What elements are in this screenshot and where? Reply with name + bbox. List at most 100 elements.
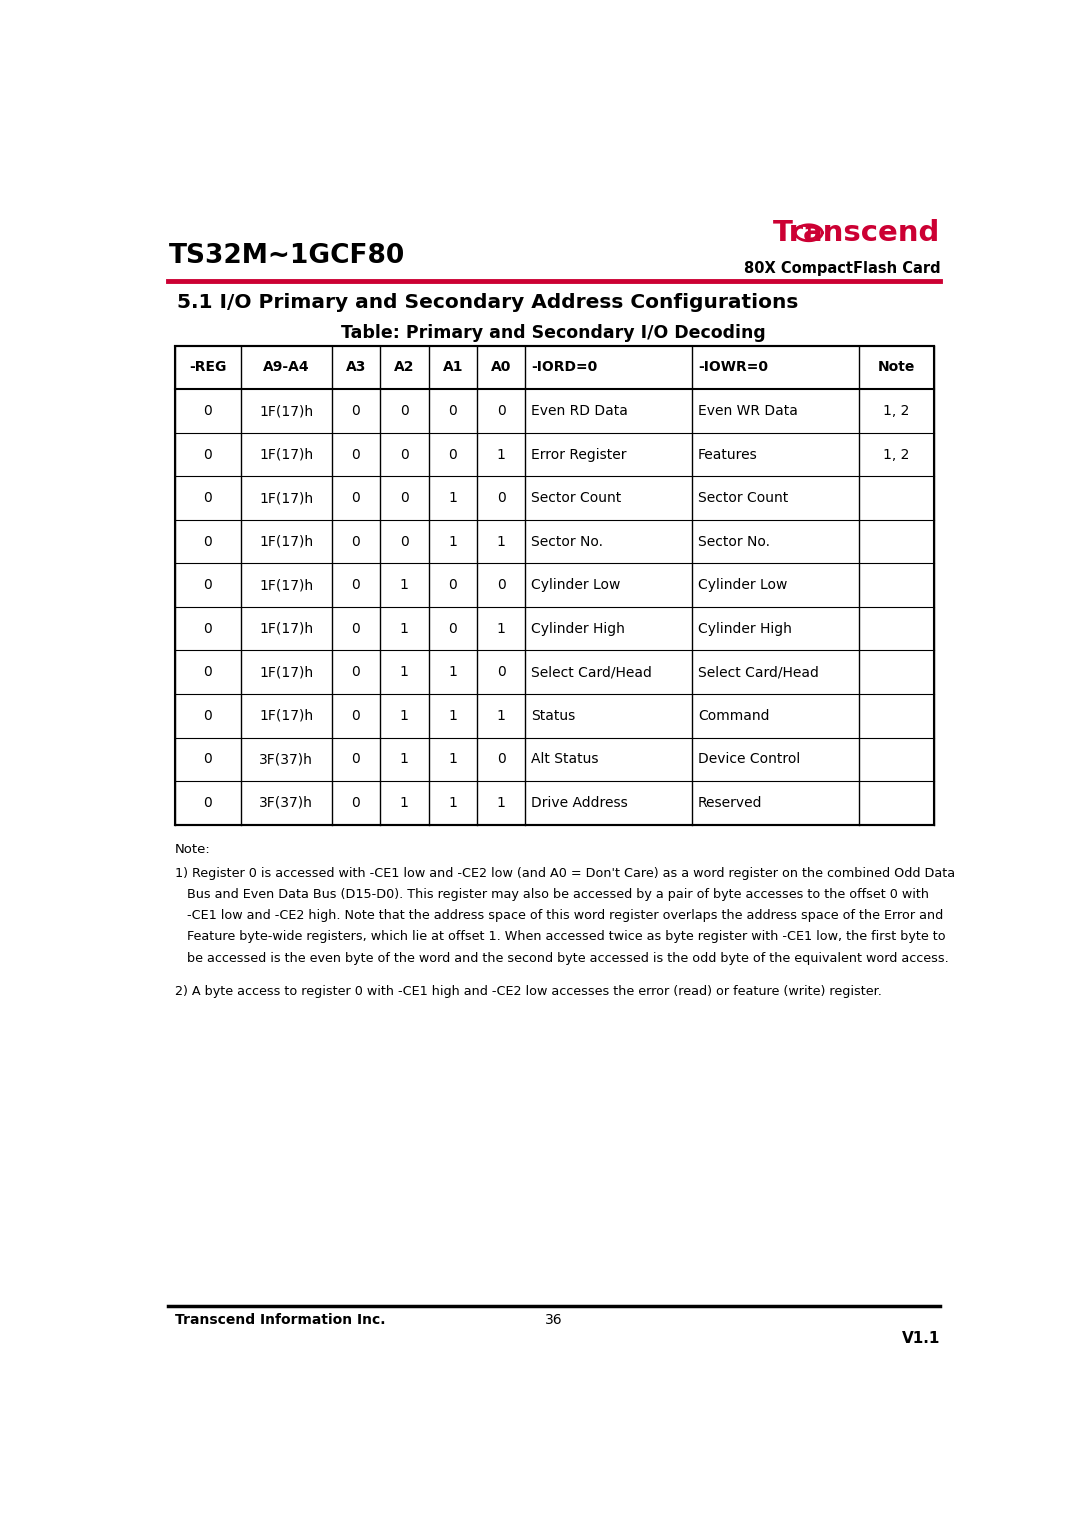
Text: 0: 0 [204,535,213,549]
Text: 1: 1 [400,752,408,766]
Text: 0: 0 [204,448,213,461]
Text: 0: 0 [497,665,505,680]
Text: 0: 0 [400,403,408,419]
Bar [175,345,934,825]
Text: 0: 0 [351,709,361,723]
Text: A1: A1 [443,361,463,374]
Text: 5.1 I/O Primary and Secondary Address Configurations: 5.1 I/O Primary and Secondary Address Co… [177,293,798,312]
Text: 0: 0 [448,622,457,636]
Text: Transcend: Transcend [773,219,941,248]
Text: 3F(37)h: 3F(37)h [259,796,313,810]
Text: Drive Address: Drive Address [531,796,629,810]
Text: 80X CompactFlash Card: 80X CompactFlash Card [743,261,941,275]
Text: 1F(17)h: 1F(17)h [259,665,313,680]
Text: Sector Count: Sector Count [698,490,788,506]
Text: Features: Features [698,448,758,461]
Text: 1: 1 [448,665,457,680]
Text: Even RD Data: Even RD Data [531,403,629,419]
Text: 0: 0 [351,448,361,461]
Text: 1: 1 [497,535,505,549]
Text: 0: 0 [204,578,213,593]
Text: Command: Command [698,709,769,723]
Text: -IORD=0: -IORD=0 [531,361,597,374]
Text: 0: 0 [204,490,213,506]
Text: Table: Primary and Secondary I/O Decoding: Table: Primary and Secondary I/O Decodin… [341,324,766,342]
Text: V1.1: V1.1 [902,1331,941,1346]
Text: Error Register: Error Register [531,448,626,461]
Text: 1F(17)h: 1F(17)h [259,535,313,549]
Text: 3F(37)h: 3F(37)h [259,752,313,766]
Text: 1) Register 0 is accessed with -CE1 low and -CE2 low (and A0 = Don't Care) as a : 1) Register 0 is accessed with -CE1 low … [175,866,956,880]
Text: 36: 36 [544,1313,563,1326]
Text: 1F(17)h: 1F(17)h [259,622,313,636]
Text: 1: 1 [400,622,408,636]
Text: 0: 0 [351,490,361,506]
Text: 1F(17)h: 1F(17)h [259,709,313,723]
Text: A9-A4: A9-A4 [262,361,310,374]
Text: 1, 2: 1, 2 [883,403,909,419]
Text: 0: 0 [351,665,361,680]
Text: Even WR Data: Even WR Data [698,403,798,419]
Text: 1: 1 [448,490,457,506]
Text: Cylinder High: Cylinder High [531,622,625,636]
Text: Bus and Even Data Bus (D15-D0). This register may also be accessed by a pair of : Bus and Even Data Bus (D15-D0). This reg… [175,888,929,902]
Text: 1: 1 [400,578,408,593]
Text: Note:: Note: [175,843,211,856]
Text: 0: 0 [204,403,213,419]
Text: Reserved: Reserved [698,796,762,810]
Text: Cylinder High: Cylinder High [698,622,792,636]
Text: 0: 0 [351,403,361,419]
Text: 0: 0 [448,578,457,593]
Text: Note: Note [878,361,915,374]
Text: 0: 0 [448,403,457,419]
Text: 0: 0 [204,796,213,810]
Text: 1: 1 [400,709,408,723]
Text: 1: 1 [400,665,408,680]
Text: Cylinder Low: Cylinder Low [531,578,621,593]
Text: 0: 0 [204,709,213,723]
Text: 1: 1 [400,796,408,810]
Text: Cylinder Low: Cylinder Low [698,578,787,593]
Text: 0: 0 [204,665,213,680]
Text: 1: 1 [497,709,505,723]
Text: Device Control: Device Control [698,752,800,766]
Text: 1F(17)h: 1F(17)h [259,448,313,461]
Text: T: T [804,225,814,240]
Text: 1F(17)h: 1F(17)h [259,578,313,593]
Text: 0: 0 [204,752,213,766]
Text: Select Card/Head: Select Card/Head [531,665,652,680]
Text: Select Card/Head: Select Card/Head [698,665,819,680]
Text: 0: 0 [351,578,361,593]
Text: 1: 1 [448,535,457,549]
Text: 0: 0 [351,622,361,636]
Text: 1F(17)h: 1F(17)h [259,490,313,506]
Text: TS32M~1GCF80: TS32M~1GCF80 [168,243,405,269]
Text: 1, 2: 1, 2 [883,448,909,461]
Text: 1: 1 [448,752,457,766]
Text: Sector No.: Sector No. [698,535,770,549]
Text: 1F(17)h: 1F(17)h [259,403,313,419]
Text: 1: 1 [448,796,457,810]
Text: Sector Count: Sector Count [531,490,622,506]
Text: Feature byte-wide registers, which lie at offset 1. When accessed twice as byte : Feature byte-wide registers, which lie a… [175,931,946,943]
Text: 0: 0 [400,448,408,461]
Text: A3: A3 [346,361,366,374]
Text: be accessed is the even byte of the word and the second byte accessed is the odd: be accessed is the even byte of the word… [175,952,949,964]
Text: Alt Status: Alt Status [531,752,598,766]
Text: A0: A0 [491,361,512,374]
Text: 0: 0 [497,752,505,766]
Text: Status: Status [531,709,576,723]
Text: 0: 0 [400,535,408,549]
Text: Sector No.: Sector No. [531,535,604,549]
Text: -IOWR=0: -IOWR=0 [698,361,768,374]
Text: 0: 0 [351,796,361,810]
Text: 1: 1 [497,448,505,461]
Text: 2) A byte access to register 0 with -CE1 high and -CE2 low accesses the error (r: 2) A byte access to register 0 with -CE1… [175,984,882,998]
Text: A2: A2 [394,361,415,374]
Text: 1: 1 [448,709,457,723]
Text: -REG: -REG [189,361,227,374]
Text: 0: 0 [400,490,408,506]
Text: 0: 0 [351,535,361,549]
Text: Transcend Information Inc.: Transcend Information Inc. [175,1313,386,1326]
Text: 1: 1 [497,796,505,810]
